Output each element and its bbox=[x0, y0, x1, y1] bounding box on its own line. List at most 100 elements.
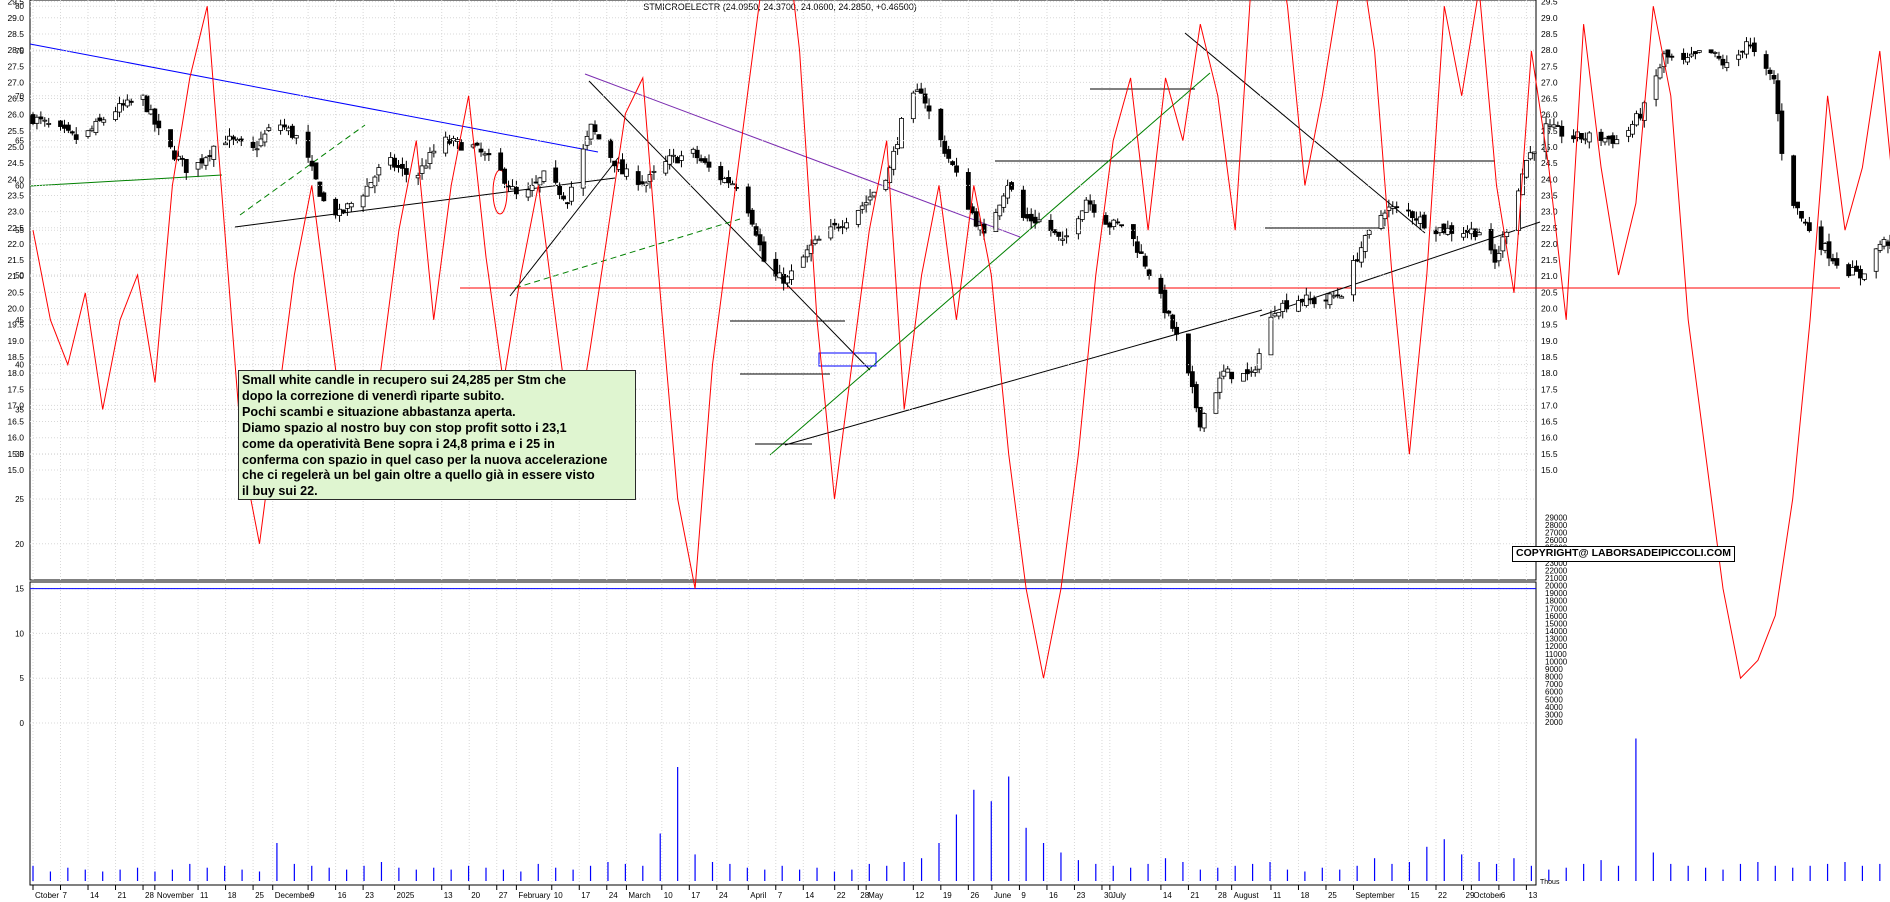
candle-body bbox=[1598, 131, 1604, 141]
price-tick-right: 21.0 bbox=[1541, 271, 1558, 281]
candle-body bbox=[89, 128, 95, 132]
volume-tick: 8000 bbox=[1545, 673, 1563, 682]
candle-body bbox=[120, 103, 126, 106]
price-tick-left: 26.0 bbox=[7, 110, 24, 120]
candle-body bbox=[1748, 44, 1753, 47]
candle-body bbox=[97, 117, 103, 121]
candle-body bbox=[1276, 312, 1282, 317]
candle-body bbox=[341, 209, 346, 213]
candle-body bbox=[85, 130, 91, 137]
note-line: dopo la correzione di venerdì riparte su… bbox=[242, 388, 505, 403]
candle-body bbox=[333, 198, 339, 216]
candle-body bbox=[608, 139, 614, 158]
candle-body bbox=[1119, 224, 1125, 227]
oscillator-tick: 20 bbox=[15, 540, 24, 549]
date-tick-label: 10 bbox=[554, 891, 563, 900]
trendlines bbox=[29, 32, 1840, 456]
candle-body bbox=[1134, 241, 1140, 253]
candle-body bbox=[753, 226, 759, 236]
candle-body bbox=[1421, 214, 1427, 229]
date-tick-label: 16 bbox=[1049, 891, 1058, 900]
chart-title: STMICROELECTR (24.0950, 24.3700, 24.0600… bbox=[643, 2, 916, 12]
date-tick-label: 23 bbox=[1076, 891, 1085, 900]
candle-body bbox=[400, 163, 405, 169]
price-tick-right: 25.0 bbox=[1541, 142, 1558, 152]
candle-body bbox=[168, 129, 173, 148]
candle-body bbox=[525, 189, 531, 198]
date-tick-label: July bbox=[1112, 891, 1126, 900]
volume-tick: 20000 bbox=[1545, 582, 1568, 591]
candle-body bbox=[639, 181, 645, 185]
oscillator-tick: 0 bbox=[20, 719, 25, 728]
candle-body bbox=[899, 118, 904, 149]
date-tick-label: 7 bbox=[778, 891, 783, 900]
candle-body bbox=[926, 105, 932, 112]
candle-body bbox=[1331, 295, 1337, 298]
candle-body bbox=[773, 258, 779, 277]
candle-body bbox=[1107, 222, 1113, 228]
volume-tick: 15000 bbox=[1545, 619, 1568, 628]
price-tick-left: 19.5 bbox=[7, 320, 24, 330]
candle-body bbox=[1005, 185, 1011, 199]
candle-body bbox=[1547, 124, 1553, 127]
candle-body bbox=[211, 145, 217, 160]
price-tick-left: 23.5 bbox=[7, 190, 24, 200]
candle-body bbox=[1445, 227, 1451, 235]
price-tick-left: 16.0 bbox=[7, 433, 24, 443]
date-tick-label: December bbox=[275, 891, 312, 900]
candle-body bbox=[183, 158, 189, 173]
candle-body bbox=[910, 92, 916, 120]
date-tick-label: 22 bbox=[837, 891, 846, 900]
date-tick-label: 14 bbox=[90, 891, 99, 900]
candle-body bbox=[1653, 75, 1659, 100]
candle-body bbox=[1103, 215, 1109, 225]
candle-body bbox=[1146, 269, 1152, 276]
oscillator-tick: 65 bbox=[15, 137, 24, 146]
candle-body bbox=[478, 148, 484, 153]
candle-body bbox=[38, 116, 44, 120]
volume-tick: 28000 bbox=[1545, 521, 1568, 530]
candle-body bbox=[231, 136, 236, 140]
candle-body bbox=[1174, 326, 1180, 335]
candle-body bbox=[1280, 302, 1286, 312]
candle-body bbox=[1244, 369, 1250, 375]
candle-body bbox=[289, 125, 295, 138]
candle-body bbox=[561, 195, 566, 200]
volume-tick: 16000 bbox=[1545, 612, 1568, 621]
date-tick-label: 11 bbox=[1273, 891, 1282, 900]
date-tick-label: 14 bbox=[1163, 891, 1172, 900]
price-tick-right: 19.5 bbox=[1541, 320, 1558, 330]
date-tick-label: May bbox=[868, 891, 883, 900]
candle-body bbox=[376, 167, 382, 176]
price-tick-right: 23.0 bbox=[1541, 207, 1558, 217]
candle-body bbox=[667, 155, 673, 165]
date-tick-label: 17 bbox=[691, 891, 700, 900]
price-tick-left: 29.5 bbox=[7, 0, 24, 7]
price-tick-left: 27.0 bbox=[7, 77, 24, 87]
volume-tick: 7000 bbox=[1545, 680, 1563, 689]
oscillator-panel: 05101520253035404550556065707580859095 2… bbox=[15, 0, 1890, 886]
trendline bbox=[584, 73, 1021, 238]
oscillator-tick: 60 bbox=[15, 181, 24, 190]
candle-body bbox=[1268, 316, 1274, 356]
candle-body bbox=[580, 148, 586, 189]
date-tick-label: September bbox=[1355, 891, 1394, 900]
candle-body bbox=[651, 170, 657, 173]
candle-body bbox=[337, 208, 342, 216]
candle-body bbox=[1001, 195, 1007, 208]
candle-body bbox=[1665, 49, 1671, 58]
oscillator-tick: 55 bbox=[15, 226, 24, 235]
candle-body bbox=[1551, 124, 1557, 128]
candle-body bbox=[973, 211, 979, 227]
candle-body bbox=[1189, 371, 1195, 388]
candle-body bbox=[73, 134, 79, 140]
candle-body bbox=[1614, 139, 1620, 145]
date-tick-label: 7 bbox=[63, 891, 68, 900]
volume-tick: 23000 bbox=[1545, 559, 1568, 568]
candle-body bbox=[1158, 277, 1164, 294]
candle-body bbox=[1559, 125, 1565, 137]
candle-body bbox=[777, 272, 783, 279]
candle-body bbox=[1763, 54, 1769, 69]
candle-body bbox=[596, 134, 602, 140]
candle-body bbox=[1225, 368, 1231, 373]
